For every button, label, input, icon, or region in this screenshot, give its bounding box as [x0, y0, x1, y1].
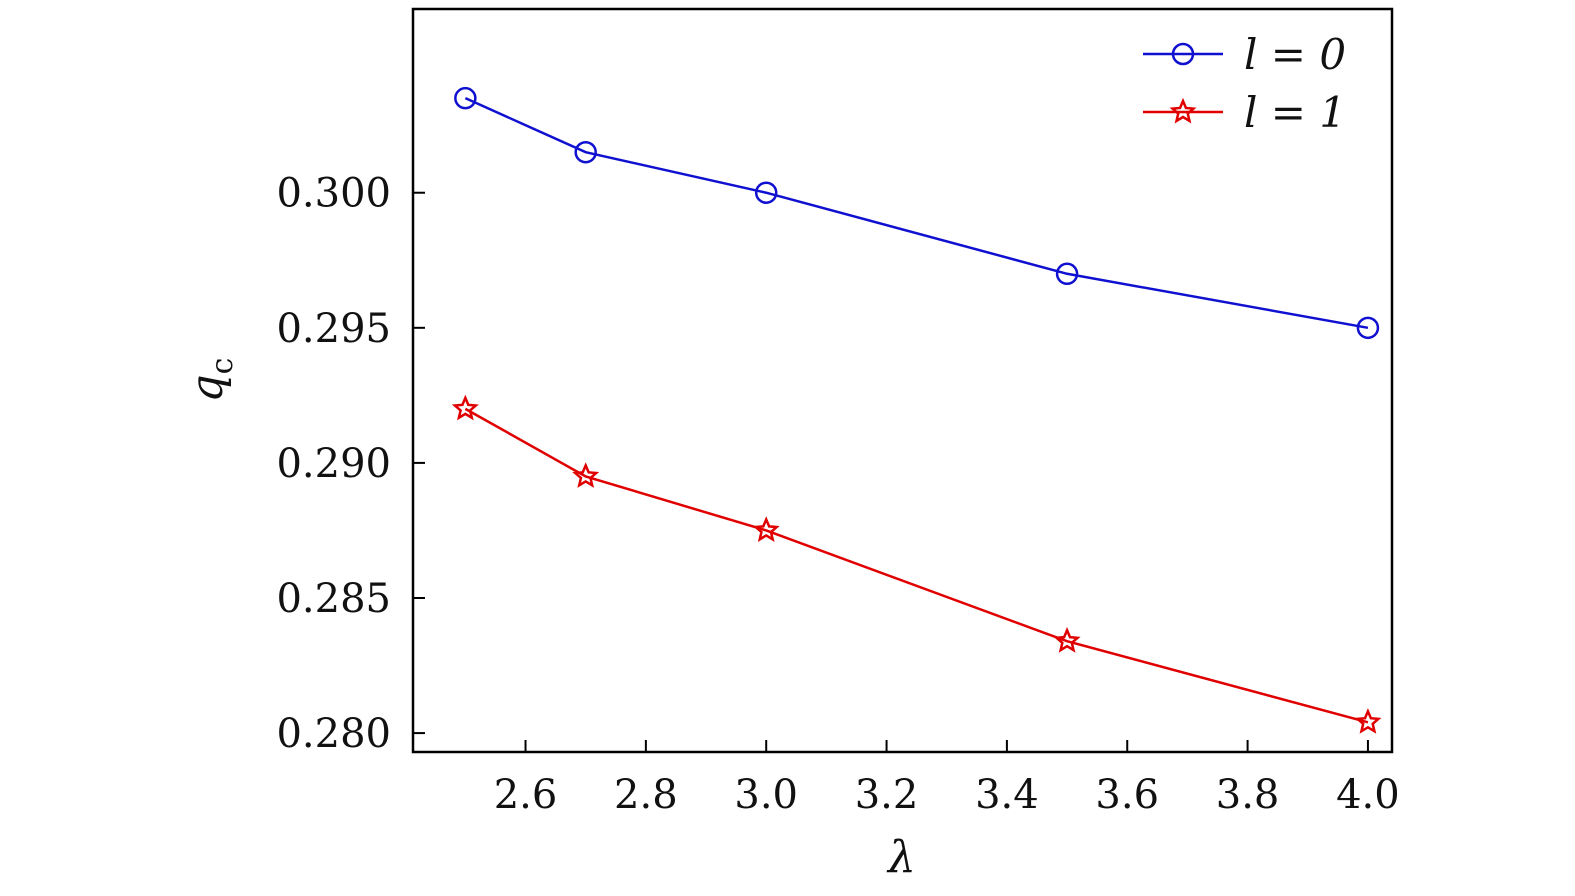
- y-axis-label-subscript: c: [205, 358, 240, 375]
- x-tick-label: 3.4: [975, 772, 1039, 818]
- x-tick-label: 3.6: [1095, 772, 1159, 818]
- data-point-star: [572, 462, 600, 488]
- y-tick-label: 0.290: [276, 441, 391, 487]
- legend: l = 0 l = 1: [1143, 30, 1346, 137]
- y-axis-label: qc: [182, 358, 240, 403]
- legend-label: l = 1: [1244, 88, 1346, 137]
- legend-marker-circle: [1171, 42, 1195, 66]
- x-axis-ticks: 2.6 2.8 3.0 3.2 3.4 3.6 3.8 4.0: [494, 740, 1400, 818]
- y-tick-label: 0.295: [276, 306, 391, 352]
- legend-marker-star: [1169, 97, 1197, 124]
- series-lines: [464, 97, 1369, 724]
- series-markers: [451, 86, 1382, 734]
- data-point-star: [1053, 627, 1081, 653]
- y-axis-ticks: 0.280 0.285 0.290 0.295 0.300: [276, 171, 425, 757]
- series-line-0: [464, 97, 1369, 330]
- y-tick-label: 0.300: [276, 171, 391, 217]
- x-tick-label: 3.8: [1216, 772, 1280, 818]
- y-axis-label-group: qc: [182, 358, 240, 403]
- series-line-1: [464, 407, 1369, 724]
- x-tick-label: 2.6: [494, 772, 558, 818]
- plot-frame: [411, 7, 1394, 754]
- x-tick-label: 2.8: [614, 772, 678, 818]
- x-tick-label: 3.2: [855, 772, 919, 818]
- data-point-circle: [1055, 262, 1079, 286]
- data-point-circle: [754, 181, 778, 204]
- data-point-circle: [454, 86, 477, 110]
- x-axis-label: λ: [886, 832, 916, 883]
- y-tick-label: 0.285: [276, 576, 391, 622]
- y-axis-label-main: q: [182, 374, 233, 402]
- data-point-circle: [1356, 316, 1380, 340]
- y-tick-label: 0.280: [276, 711, 391, 757]
- legend-label: l = 0: [1244, 30, 1346, 79]
- data-point-star: [1354, 708, 1382, 734]
- data-point-star: [451, 394, 479, 421]
- x-tick-label: 3.0: [734, 772, 798, 818]
- x-tick-label: 4.0: [1336, 772, 1400, 818]
- data-point-circle: [574, 140, 597, 164]
- data-point-star: [752, 516, 780, 542]
